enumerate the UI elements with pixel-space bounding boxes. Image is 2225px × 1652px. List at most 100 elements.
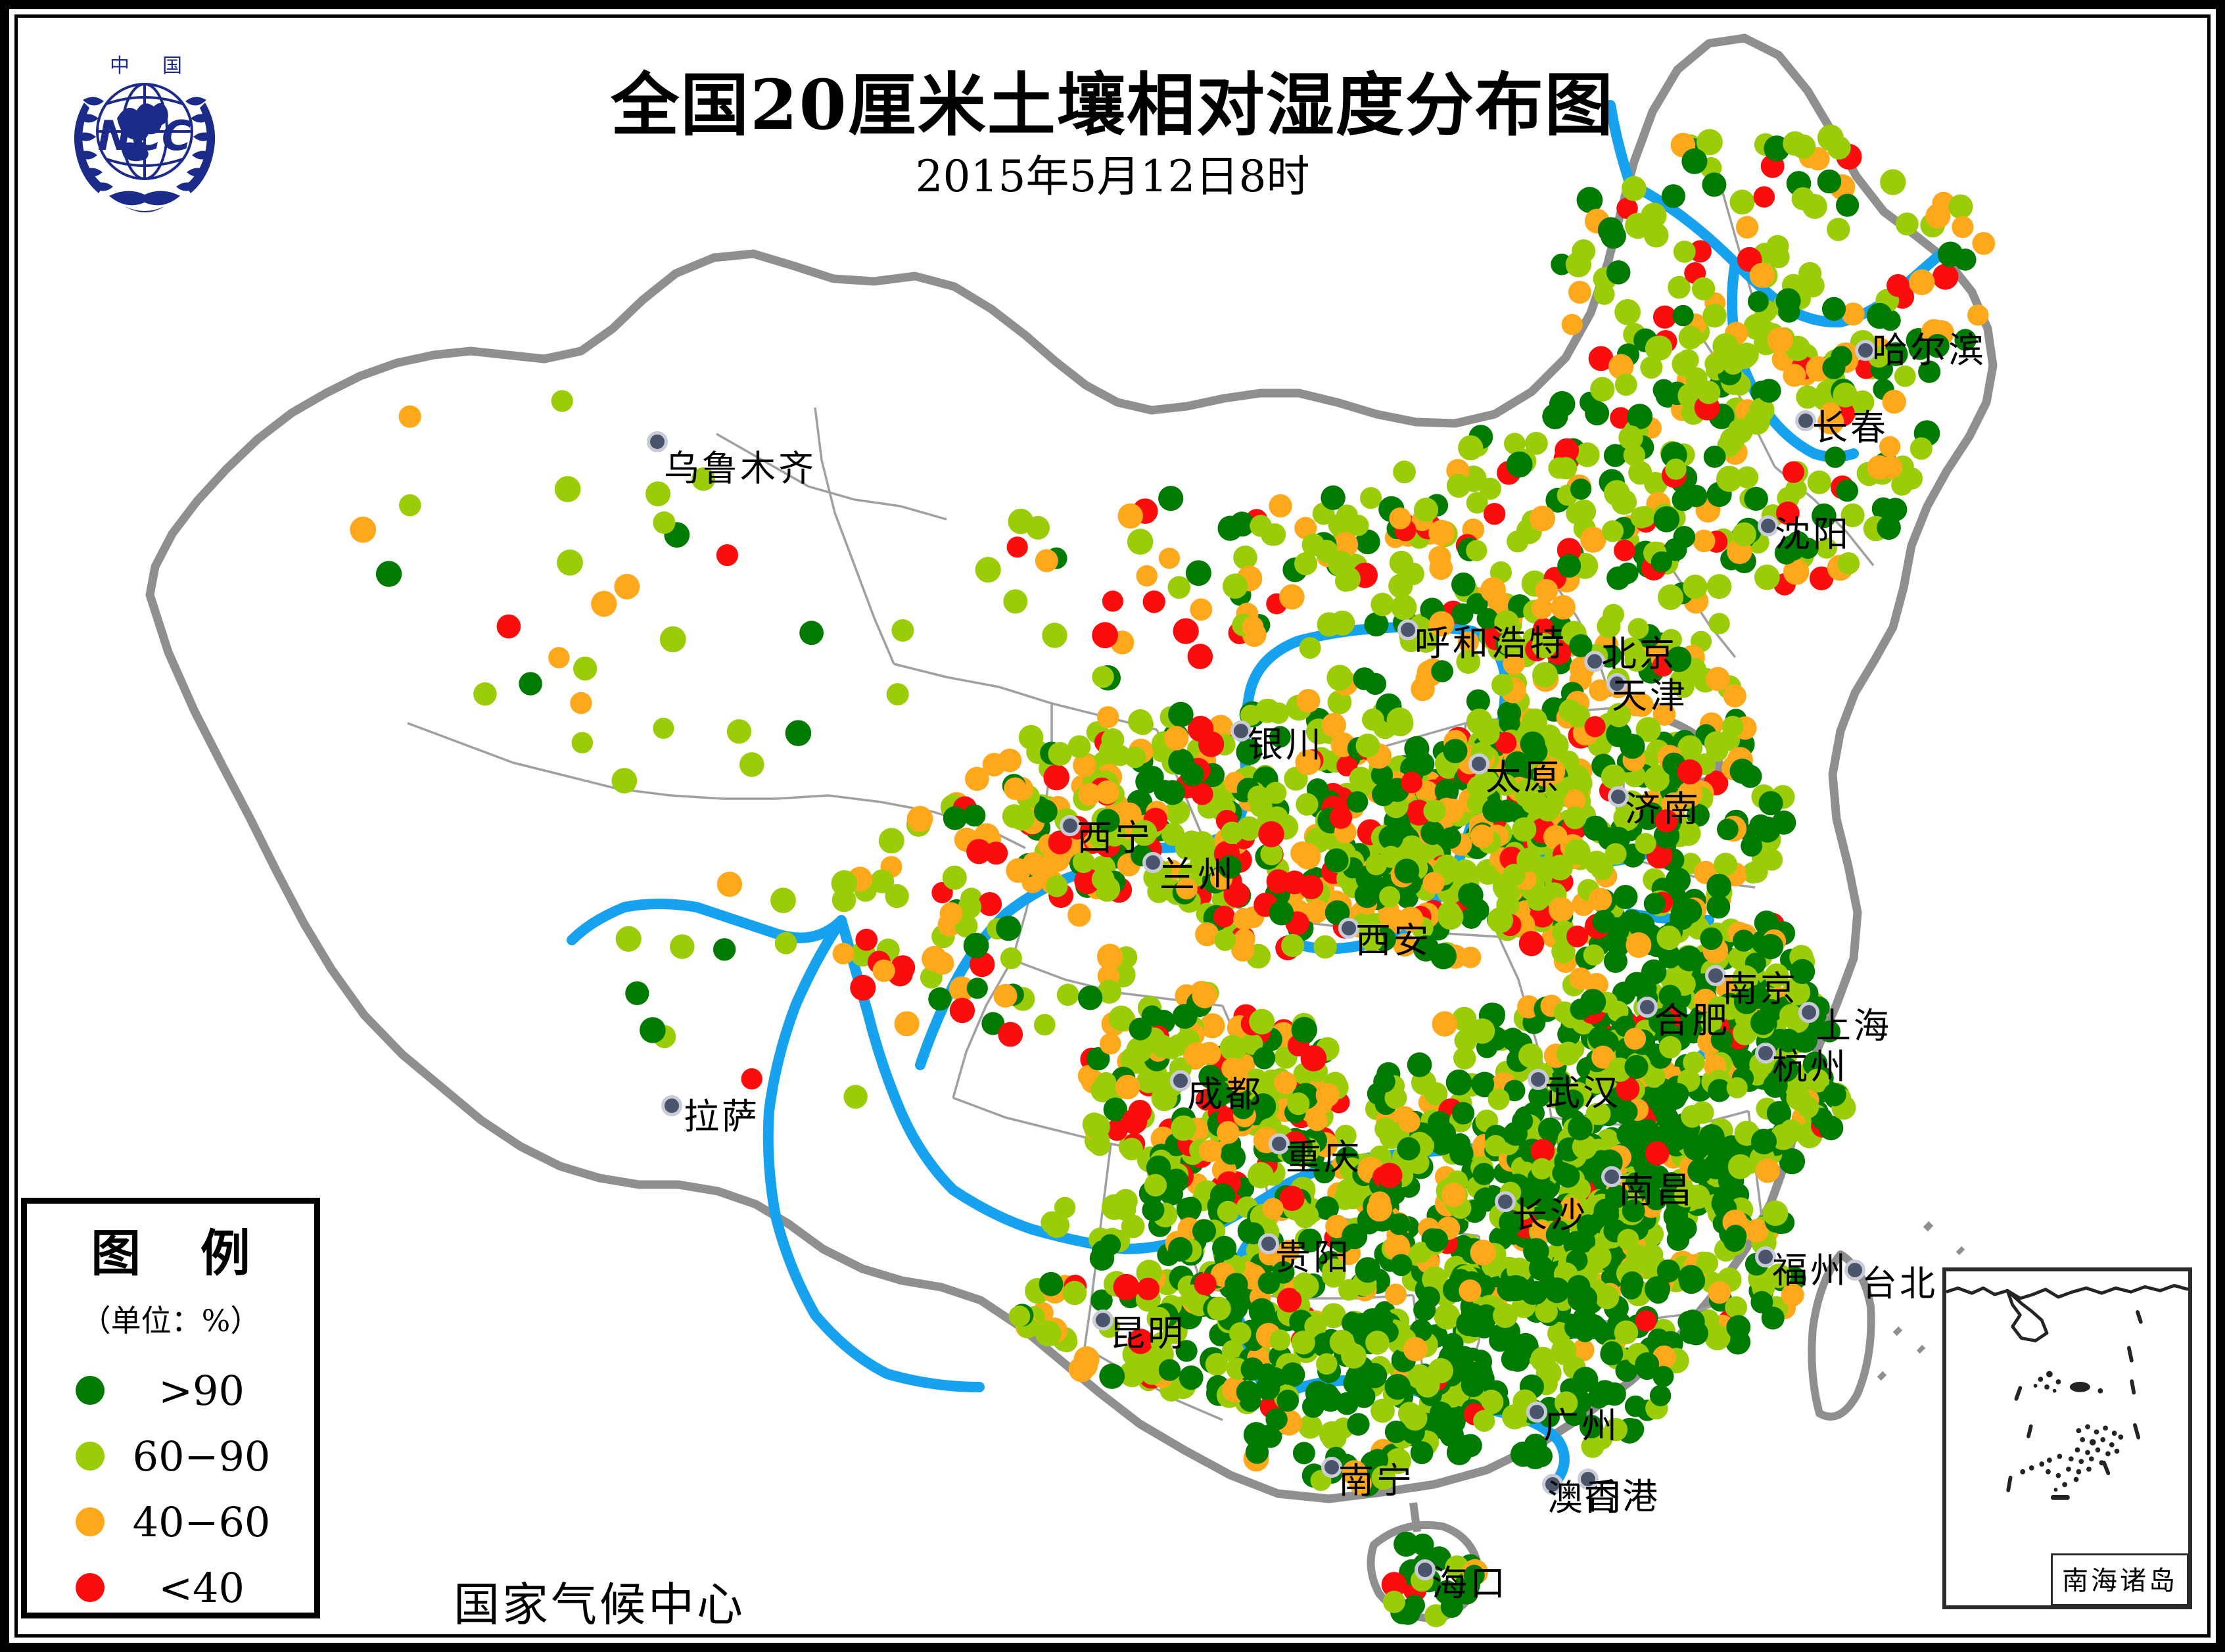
station-dot bbox=[1624, 1054, 1649, 1079]
station-dot bbox=[1336, 504, 1358, 527]
inset-map bbox=[1946, 1284, 2188, 1559]
station-dot bbox=[1571, 1285, 1598, 1312]
station-dot bbox=[1423, 799, 1446, 822]
station-dot bbox=[1673, 526, 1696, 548]
station-dot bbox=[399, 494, 421, 517]
station-dot bbox=[1775, 288, 1801, 314]
city-marker-icon bbox=[1755, 1043, 1776, 1064]
station-dot bbox=[1761, 1306, 1785, 1330]
station-dot bbox=[906, 805, 933, 832]
station-dot bbox=[1213, 905, 1236, 928]
station-dot bbox=[1570, 478, 1592, 500]
station-dot bbox=[1604, 843, 1627, 865]
station-dot bbox=[1095, 780, 1119, 805]
station-dot bbox=[1686, 803, 1710, 827]
station-dot bbox=[1165, 799, 1190, 824]
station-dot bbox=[1463, 1565, 1485, 1586]
station-dot bbox=[1233, 928, 1255, 951]
station-dot bbox=[1456, 1311, 1481, 1336]
station-dot bbox=[1503, 1121, 1528, 1146]
station-dot bbox=[1313, 935, 1337, 959]
station-dot bbox=[1678, 325, 1702, 350]
station-dot bbox=[1373, 1070, 1395, 1093]
station-dot bbox=[1622, 1199, 1645, 1223]
station-dot bbox=[1785, 1077, 1808, 1100]
city-marker-icon bbox=[1608, 786, 1629, 807]
station-dot bbox=[1258, 821, 1284, 847]
station-dot bbox=[1279, 584, 1305, 610]
station-dot bbox=[1341, 1343, 1367, 1369]
station-dot bbox=[1217, 1200, 1239, 1223]
city-label: 北京 bbox=[1601, 633, 1677, 674]
station-dot bbox=[1744, 486, 1768, 511]
station-dot bbox=[1585, 1070, 1609, 1094]
station-dot bbox=[1681, 148, 1708, 174]
station-dot bbox=[398, 405, 421, 428]
inset-label: 南海诸岛 bbox=[2051, 1553, 2188, 1605]
station-dot bbox=[1127, 529, 1154, 555]
station-dot bbox=[1706, 574, 1732, 600]
station-dot bbox=[1413, 1298, 1436, 1321]
station-dot bbox=[1493, 1303, 1518, 1329]
station-dot bbox=[1261, 523, 1283, 546]
station-dot bbox=[1091, 868, 1115, 891]
station-dot bbox=[1472, 1162, 1495, 1185]
station-dot bbox=[1476, 722, 1500, 745]
station-dot bbox=[1041, 1211, 1064, 1234]
station-dot bbox=[1334, 1124, 1357, 1146]
station-dot bbox=[1316, 1353, 1338, 1375]
station-dot bbox=[1035, 1320, 1062, 1347]
station-dot bbox=[1394, 859, 1420, 884]
station-dot bbox=[1158, 486, 1184, 511]
station-dot bbox=[1480, 577, 1507, 603]
station-dot bbox=[1451, 1435, 1476, 1459]
station-dot bbox=[1341, 1311, 1364, 1334]
station-dot bbox=[1121, 1108, 1148, 1135]
station-dot bbox=[1090, 1289, 1113, 1311]
station-dot bbox=[1431, 660, 1453, 682]
station-dot bbox=[1592, 909, 1616, 933]
station-dot bbox=[1758, 933, 1784, 960]
station-dot bbox=[1440, 827, 1462, 849]
station-dot bbox=[1696, 129, 1723, 156]
city-marker-icon bbox=[1637, 997, 1658, 1018]
station-dot bbox=[1603, 444, 1627, 467]
station-dot bbox=[1113, 1189, 1138, 1214]
station-dot bbox=[1379, 886, 1401, 907]
station-dot bbox=[1413, 935, 1440, 962]
station-dot bbox=[1774, 541, 1798, 565]
station-dot bbox=[1291, 1016, 1318, 1043]
station-dot bbox=[1372, 782, 1395, 807]
station-dot bbox=[1321, 485, 1346, 510]
station-dot bbox=[1696, 1252, 1719, 1275]
station-dot bbox=[1783, 559, 1810, 585]
station-dot bbox=[1656, 925, 1681, 951]
station-dot bbox=[1365, 1331, 1390, 1355]
station-dot bbox=[1840, 503, 1865, 528]
station-dot bbox=[1948, 194, 1973, 219]
station-dot bbox=[1328, 550, 1354, 577]
station-dot bbox=[1191, 783, 1213, 805]
station-dot bbox=[1658, 945, 1681, 969]
station-dot bbox=[1732, 1049, 1754, 1071]
station-dot bbox=[1384, 1374, 1411, 1400]
station-dot bbox=[1354, 883, 1380, 909]
station-dot bbox=[1681, 1104, 1704, 1128]
station-dot bbox=[1783, 131, 1808, 156]
station-dot bbox=[894, 1011, 920, 1037]
logo-ncc-text: NCC bbox=[98, 112, 192, 160]
station-dot bbox=[1635, 833, 1656, 855]
station-dot bbox=[1148, 876, 1174, 901]
station-dot bbox=[1702, 172, 1727, 197]
station-dot bbox=[1520, 731, 1545, 757]
station-dot bbox=[1225, 1038, 1247, 1060]
station-dot bbox=[1641, 959, 1667, 985]
station-dot bbox=[1287, 1092, 1310, 1116]
station-dot bbox=[1355, 1257, 1381, 1283]
city-label: 呼和浩特 bbox=[1415, 623, 1567, 664]
station-dot bbox=[1815, 537, 1837, 559]
station-dot bbox=[1894, 365, 1916, 387]
station-dot bbox=[1652, 1365, 1674, 1387]
station-dot bbox=[1819, 402, 1842, 424]
